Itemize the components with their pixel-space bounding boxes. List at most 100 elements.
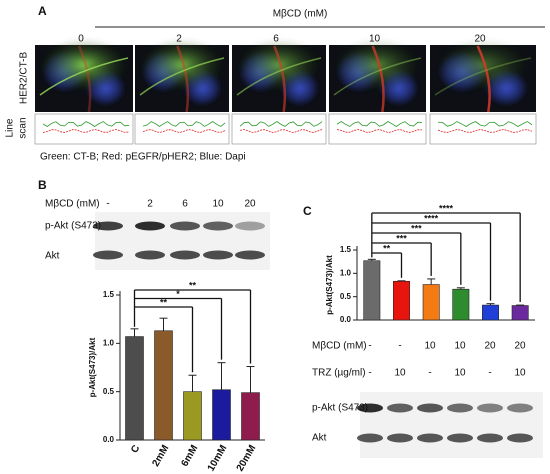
line-scan [231,113,327,145]
bar [125,336,144,441]
membrane-red [371,45,385,113]
panel-label: B [38,178,47,192]
cells [39,39,129,104]
significance-label: ** [160,297,168,307]
cell: - [368,368,371,379]
blot-band [203,221,233,231]
blot-band [93,250,123,260]
scan-green [142,121,226,127]
cell: - [368,341,371,352]
significance-label: *** [411,223,422,233]
cells [333,39,422,104]
panel-label: C [303,204,312,218]
bar [363,260,381,321]
membrane-red [77,45,92,113]
y-tick-label: 0.0 [103,435,115,444]
bar [482,304,499,321]
row-label: MβCD (mM) [312,341,367,352]
blot-label: Akt [312,433,327,444]
bar [393,280,410,321]
y-tick-label: 1.5 [103,290,115,299]
scan-green [336,121,423,127]
blot-band [357,403,383,413]
scan-red [336,129,423,133]
scan-green [239,121,323,127]
concentration-label: 20 [474,34,486,45]
blot-band [235,250,265,260]
cell: 10 [454,368,466,379]
y-tick-label: 0.5 [340,292,352,301]
concentration-label: 10 [369,34,381,45]
concentration-label: 2 [176,34,182,45]
blot-band [417,403,443,413]
y-tick-label: 1.0 [103,338,115,347]
cells [139,39,225,104]
blot-band [135,250,165,260]
blot-band [417,433,443,443]
cell: 10 [394,368,406,379]
blot-background [95,212,270,270]
cell: 10 [454,341,466,352]
lane-label: 10 [212,199,224,210]
membrane [236,39,322,91]
membrane-green [434,57,532,96]
panel-label: A [38,4,47,18]
treatment-label: MβCD (mM) [45,199,100,210]
scan-green [42,121,130,127]
blot-band [170,250,200,260]
blot-band [387,433,413,443]
row-label: TRZ (µg/ml) [312,368,366,379]
bar [422,284,440,321]
caption: Green: CT-B; Red: pEGFR/pHER2; Blue: Dap… [40,152,246,163]
concentration-label: 0 [78,34,84,45]
x-tick-label: 10mM [206,443,230,473]
blot-band [447,403,473,413]
cells [236,39,322,104]
lane-label: 2 [147,199,153,210]
blot [93,221,265,260]
cell: 20 [484,341,496,352]
blot-band [387,403,413,413]
significance-label: * [176,289,180,299]
blot-label: Akt [45,251,60,262]
line-scan [328,113,427,145]
x-tick-label: 6mM [179,443,200,468]
blot-band [507,403,533,413]
row-label: HER2/CT-B [19,52,30,105]
cells [435,39,531,104]
row-label: Line [5,118,16,137]
significance-label: ** [189,280,197,290]
blot-band [447,433,473,443]
blot-band [477,433,503,443]
panel-a-title: MβCD (mM) [273,9,328,20]
scan-red [239,129,323,133]
membrane-red [176,45,190,113]
membrane-red [476,45,491,113]
y-tick-label: 0.5 [103,387,115,396]
blot-band [170,221,200,231]
blot-label: p-Akt (S473) [312,403,368,414]
membrane-green [236,57,322,96]
y-tick-label: 1.0 [340,268,352,277]
blot-band [235,221,265,231]
blot-band [135,221,165,231]
blot-band [203,250,233,260]
y-tick-label: 0.0 [340,315,352,324]
membrane [435,39,531,91]
bar [452,288,470,321]
membrane-green [139,57,225,96]
membrane-green [333,57,422,96]
membrane [39,39,129,91]
blot-label: p-Akt (S473) [45,221,101,232]
x-tick-label: C [129,443,142,455]
membrane-green [39,57,129,96]
blot [357,403,533,443]
scan-red [142,129,226,133]
lane-label: 6 [182,199,188,210]
blot-band [477,403,503,413]
bar [241,392,260,441]
line-scan [34,113,134,145]
bar [154,330,173,441]
bar [212,389,231,441]
